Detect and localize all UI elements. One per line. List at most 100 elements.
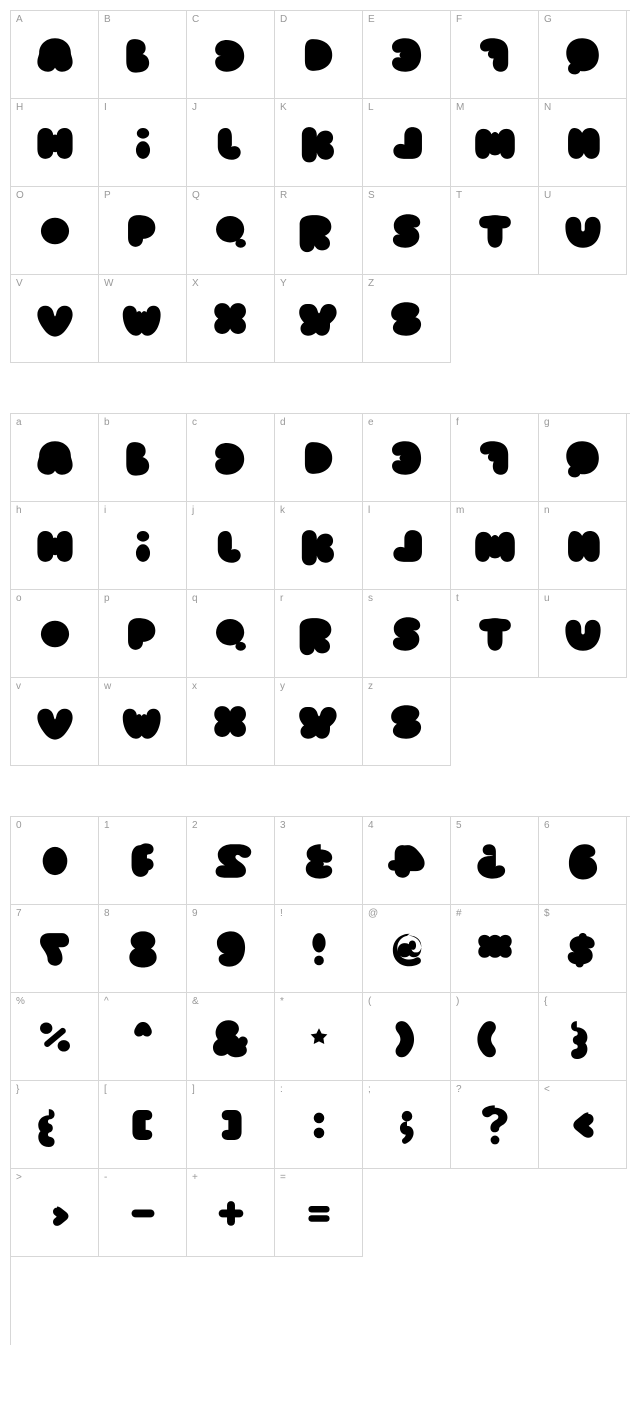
glyph-@	[363, 905, 450, 992]
glyph-cell: j	[187, 502, 275, 590]
glyph-z	[363, 678, 450, 765]
glyph-cell: s	[363, 590, 451, 678]
glyph-T	[451, 187, 538, 274]
glyph-x	[187, 678, 274, 765]
glyph-E	[363, 11, 450, 98]
glyph-%	[11, 993, 98, 1080]
glyph-a	[11, 414, 98, 501]
glyph-h	[11, 502, 98, 589]
glyph-cell: ;	[363, 1081, 451, 1169]
glyph-Z	[363, 275, 450, 362]
glyph-q	[187, 590, 274, 677]
glyph-A	[11, 11, 98, 98]
glyph-cell: X	[187, 275, 275, 363]
glyph-cell: 0	[11, 817, 99, 905]
glyph-w	[99, 678, 186, 765]
glyph-cell: $	[539, 905, 627, 993]
glyph-H	[11, 99, 98, 186]
glyph-cell: k	[275, 502, 363, 590]
glyph-&	[187, 993, 274, 1080]
glyph-[	[99, 1081, 186, 1168]
glyph-e	[363, 414, 450, 501]
glyph-cell: {	[539, 993, 627, 1081]
glyph-p	[99, 590, 186, 677]
glyph-U	[539, 187, 626, 274]
glyph-J	[187, 99, 274, 186]
glyph-cell: u	[539, 590, 627, 678]
glyph-cell: D	[275, 11, 363, 99]
glyph-cell: b	[99, 414, 187, 502]
glyph-cell: #	[451, 905, 539, 993]
glyph-9	[187, 905, 274, 992]
glyph-l	[363, 502, 450, 589]
glyph-cell: %	[11, 993, 99, 1081]
glyph-cell: v	[11, 678, 99, 766]
glyph-cell: C	[187, 11, 275, 99]
glyph-G	[539, 11, 626, 98]
glyph-Q	[187, 187, 274, 274]
glyph-cell: *	[275, 993, 363, 1081]
glyph-4	[363, 817, 450, 904]
glyph-i	[99, 502, 186, 589]
glyph-N	[539, 99, 626, 186]
glyph-cell: Q	[187, 187, 275, 275]
glyph-cell	[363, 1169, 451, 1257]
glyph-cell: z	[363, 678, 451, 766]
glyph-cell	[10, 1257, 99, 1345]
glyph-cell: y	[275, 678, 363, 766]
glyph-cell: R	[275, 187, 363, 275]
glyph-cell: A	[11, 11, 99, 99]
glyph-cell: I	[99, 99, 187, 187]
glyph-1	[99, 817, 186, 904]
glyph-*	[275, 993, 362, 1080]
glyph-cell: U	[539, 187, 627, 275]
glyph-cell: Z	[363, 275, 451, 363]
glyph-cell: 9	[187, 905, 275, 993]
glyph-cell: W	[99, 275, 187, 363]
glyph-m	[451, 502, 538, 589]
glyph-0	[11, 817, 98, 904]
glyph-cell	[451, 1257, 539, 1345]
glyph-chart: ABCDEFGHIJKLMNOPQRSTUVWXYZabcdefghijklmn…	[10, 10, 630, 1345]
glyph-cell: >	[11, 1169, 99, 1257]
glyph-S	[363, 187, 450, 274]
glyph-cell: r	[275, 590, 363, 678]
glyph-d	[275, 414, 362, 501]
glyph-cell: g	[539, 414, 627, 502]
glyph-cell: 5	[451, 817, 539, 905]
glyph-=	[275, 1169, 362, 1256]
glyph-M	[451, 99, 538, 186]
glyph-cell	[539, 275, 627, 363]
glyph-cell: G	[539, 11, 627, 99]
glyph-X	[187, 275, 274, 362]
glyph-cell: !	[275, 905, 363, 993]
glyph-cell: m	[451, 502, 539, 590]
section-lowercase: abcdefghijklmnopqrstuvwxyz	[10, 413, 630, 766]
glyph-cell: J	[187, 99, 275, 187]
glyph-cell	[451, 1169, 539, 1257]
glyph-v	[11, 678, 98, 765]
glyph-]	[187, 1081, 274, 1168]
glyph-cell: a	[11, 414, 99, 502]
glyph-cell: 2	[187, 817, 275, 905]
glyph-F	[451, 11, 538, 98]
glyph-s	[363, 590, 450, 677]
glyph-cell	[539, 678, 627, 766]
glyph-L	[363, 99, 450, 186]
glyph-cell: o	[11, 590, 99, 678]
section-uppercase: ABCDEFGHIJKLMNOPQRSTUVWXYZ	[10, 10, 630, 363]
glyph-cell: )	[451, 993, 539, 1081]
glyph-cell: c	[187, 414, 275, 502]
glyph-cell: 7	[11, 905, 99, 993]
glyph-cell: F	[451, 11, 539, 99]
glyph-?	[451, 1081, 538, 1168]
glyph-cell: l	[363, 502, 451, 590]
glyph-cell: M	[451, 99, 539, 187]
glyph-cell: [	[99, 1081, 187, 1169]
glyph-C	[187, 11, 274, 98]
glyph-$	[539, 905, 626, 992]
glyph-u	[539, 590, 626, 677]
glyph-cell	[539, 1169, 627, 1257]
glyph-2	[187, 817, 274, 904]
glyph-K	[275, 99, 362, 186]
